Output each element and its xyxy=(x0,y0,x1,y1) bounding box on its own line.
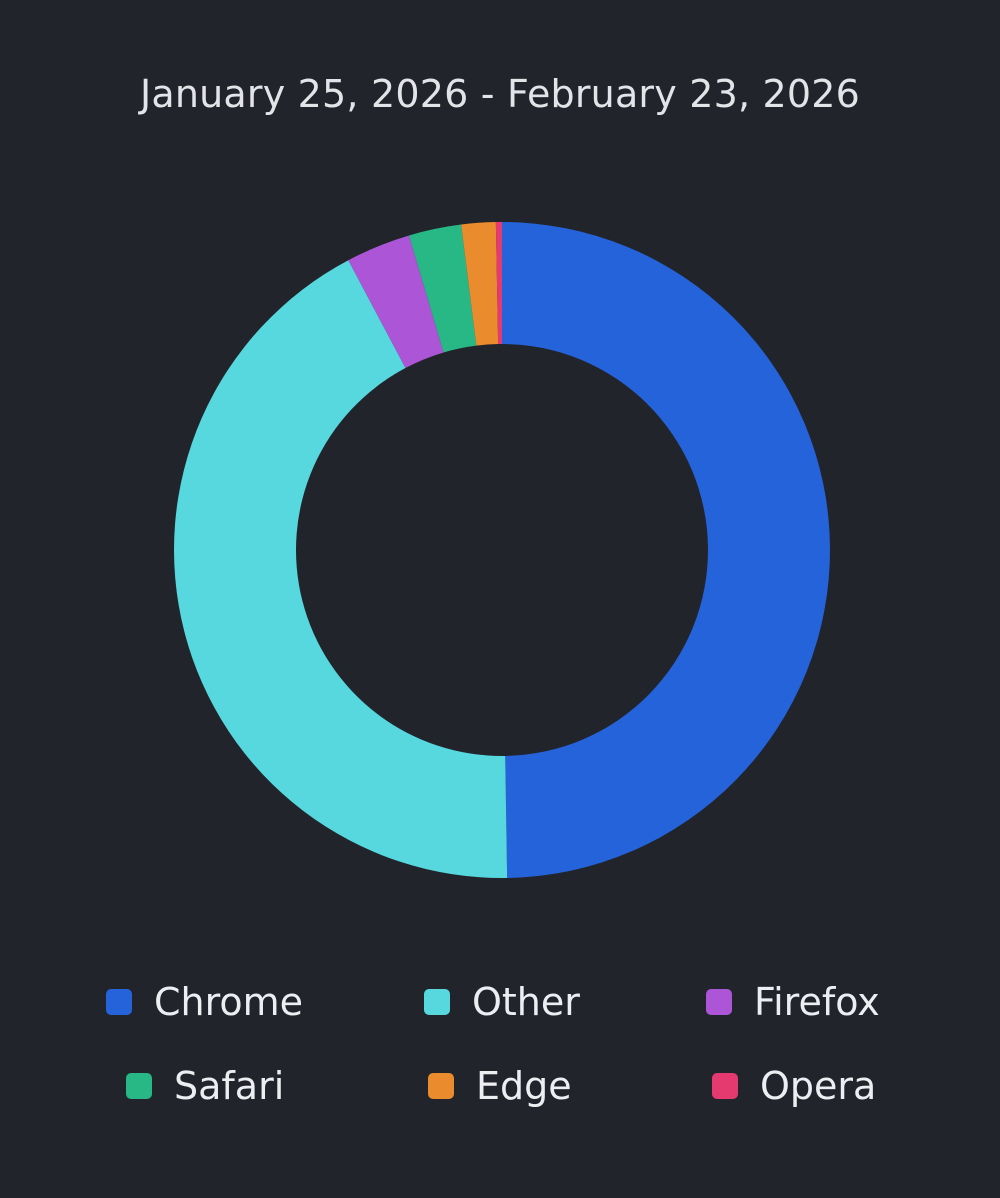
donut-slice-chrome[interactable] xyxy=(502,222,830,878)
legend-item-safari[interactable]: Safari xyxy=(126,1056,284,1116)
legend-item-other[interactable]: Other xyxy=(424,972,580,1032)
legend-swatch-firefox xyxy=(706,989,732,1015)
legend-label-safari: Safari xyxy=(174,1064,285,1108)
legend-swatch-other xyxy=(424,989,450,1015)
donut-slice-opera[interactable] xyxy=(495,222,502,345)
chart-legend: Chrome Other Firefox Safari Edge Opera xyxy=(0,972,1000,1152)
legend-item-firefox[interactable]: Firefox xyxy=(706,972,880,1032)
donut-slice-safari[interactable] xyxy=(408,224,477,353)
legend-item-edge[interactable]: Edge xyxy=(428,1056,572,1116)
donut-slice-other[interactable] xyxy=(173,260,508,879)
donut-slice-firefox[interactable] xyxy=(348,235,444,369)
donut-slice-edge[interactable] xyxy=(461,222,499,346)
legend-label-opera: Opera xyxy=(760,1064,877,1108)
legend-label-other: Other xyxy=(472,980,580,1024)
legend-label-edge: Edge xyxy=(476,1064,572,1108)
legend-swatch-chrome xyxy=(106,989,132,1015)
legend-swatch-opera xyxy=(712,1073,738,1099)
legend-swatch-safari xyxy=(126,1073,152,1099)
date-range-title: January 25, 2026 - February 23, 2026 xyxy=(139,72,861,116)
legend-label-chrome: Chrome xyxy=(154,980,304,1024)
legend-swatch-edge xyxy=(428,1073,454,1099)
legend-label-firefox: Firefox xyxy=(754,980,880,1024)
legend-item-opera[interactable]: Opera xyxy=(712,1056,876,1116)
legend-item-chrome[interactable]: Chrome xyxy=(106,972,303,1032)
